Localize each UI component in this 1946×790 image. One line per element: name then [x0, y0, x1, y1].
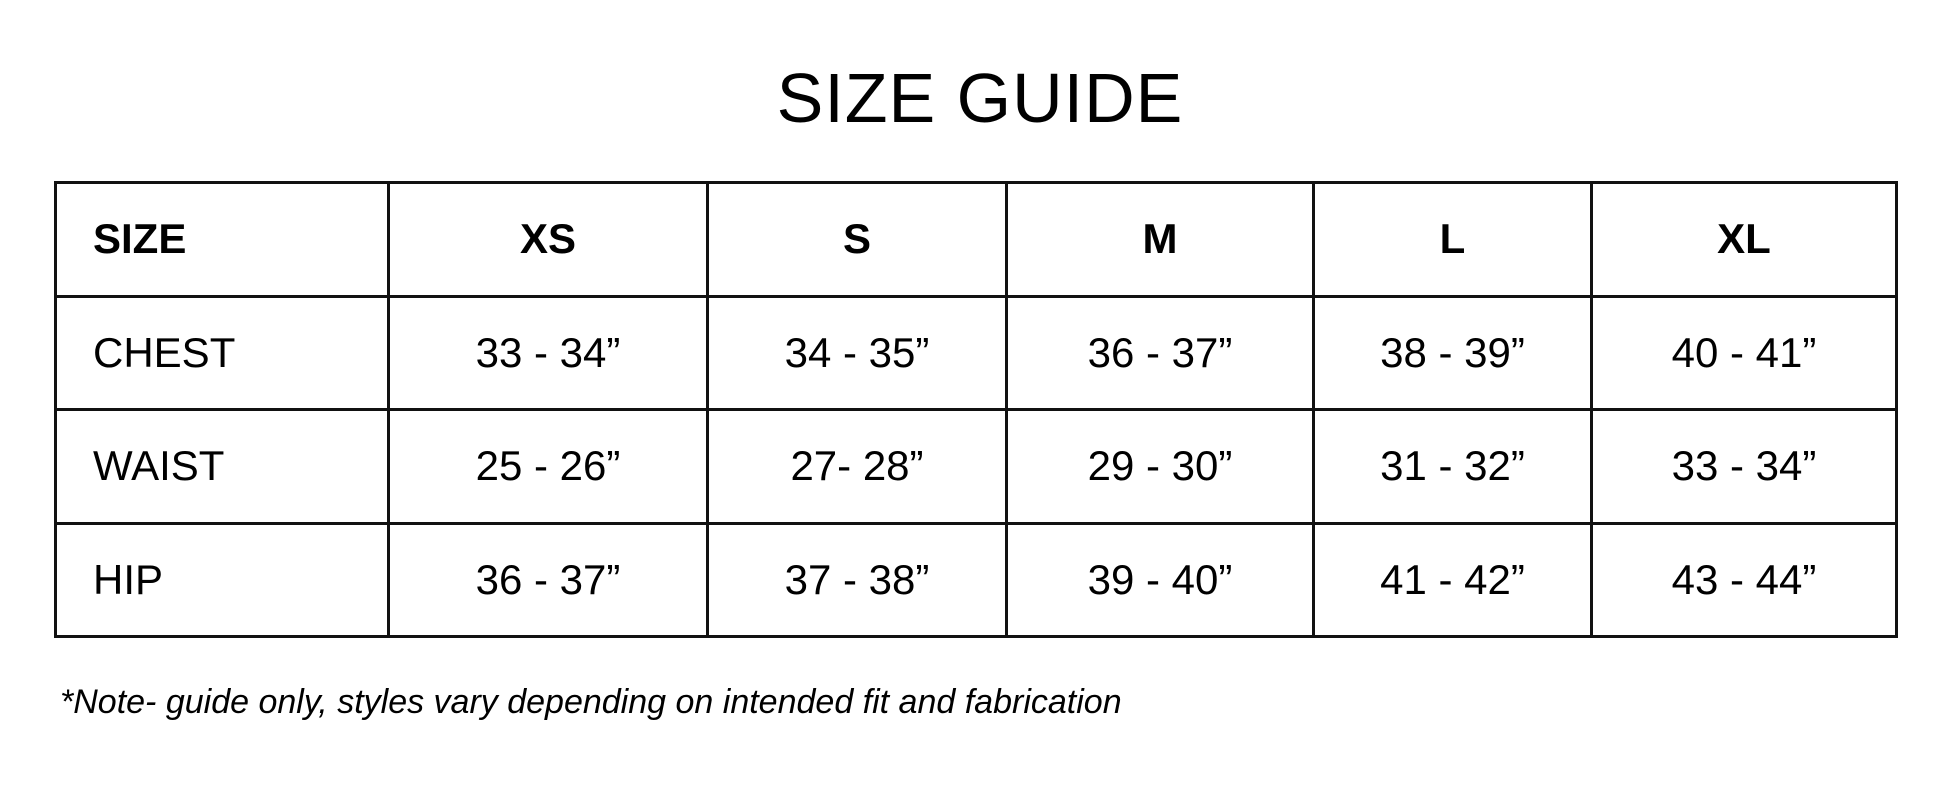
header-cell: L	[1312, 181, 1593, 298]
page-title: SIZE GUIDE	[776, 59, 1184, 137]
table-cell: 31 - 32”	[1312, 408, 1593, 525]
header-cell: M	[1005, 181, 1315, 298]
row-label: CHEST	[54, 294, 390, 411]
header-cell: XL	[1590, 181, 1898, 298]
table-row: CHEST 33 - 34” 34 - 35” 36 - 37” 38 - 39…	[54, 294, 1898, 411]
table-cell: 36 - 37”	[1005, 294, 1315, 411]
header-cell: S	[706, 181, 1008, 298]
header-cell: SIZE	[54, 181, 390, 298]
table-cell: 29 - 30”	[1005, 408, 1315, 525]
table-header-row: SIZE XS S M L XL	[54, 181, 1898, 298]
row-label: WAIST	[54, 408, 390, 525]
table-cell: 39 - 40”	[1005, 521, 1315, 638]
header-cell: XS	[387, 181, 709, 298]
table-cell: 41 - 42”	[1312, 521, 1593, 638]
table-cell: 33 - 34”	[1590, 408, 1898, 525]
table-cell: 40 - 41”	[1590, 294, 1898, 411]
row-label: HIP	[54, 521, 390, 638]
table-cell: 36 - 37”	[387, 521, 709, 638]
size-table: SIZE XS S M L XL CHEST 33 - 34” 34 - 35”…	[54, 181, 1898, 638]
table-row: WAIST 25 - 26” 27- 28” 29 - 30” 31 - 32”…	[54, 408, 1898, 525]
table-cell: 43 - 44”	[1590, 521, 1898, 638]
table-cell: 33 - 34”	[387, 294, 709, 411]
footnote: *Note- guide only, styles vary depending…	[60, 683, 1122, 721]
table-row: HIP 36 - 37” 37 - 38” 39 - 40” 41 - 42” …	[54, 521, 1898, 638]
table-cell: 38 - 39”	[1312, 294, 1593, 411]
table-cell: 34 - 35”	[706, 294, 1008, 411]
table-cell: 37 - 38”	[706, 521, 1008, 638]
table-cell: 27- 28”	[706, 408, 1008, 525]
table-cell: 25 - 26”	[387, 408, 709, 525]
